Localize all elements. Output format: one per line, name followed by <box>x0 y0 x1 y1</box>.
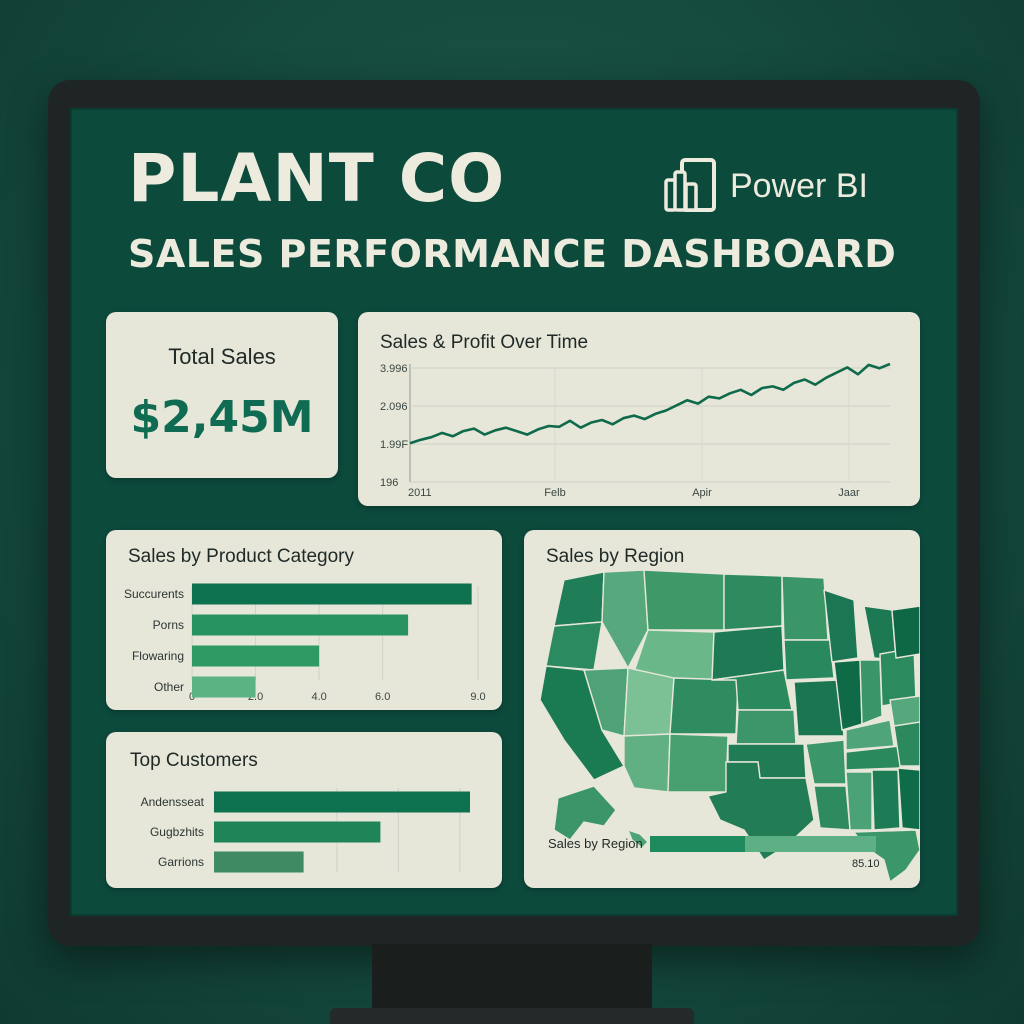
customer-label: Gugbzhits <box>150 825 204 839</box>
power-bi-icon <box>664 158 716 212</box>
line-x-tick: Felb <box>544 487 565 499</box>
map-region-ia <box>783 639 835 681</box>
map-region-ks <box>735 709 797 745</box>
line-chart-title: Sales & Profit Over Time <box>380 332 589 353</box>
power-bi-label: Power BI <box>730 166 868 205</box>
map-region-id <box>601 569 649 669</box>
dashboard-subtitle: SALES PERFORMANCE DASHBOARD <box>128 232 897 276</box>
category-bar <box>192 614 409 636</box>
map-region-ms <box>845 771 873 831</box>
map-region-wi <box>823 589 859 663</box>
category-x-tick: 6.0 <box>375 691 390 703</box>
map-region-la <box>813 785 851 831</box>
map-region-ar <box>805 739 847 785</box>
line-x-tick: Jaar <box>838 487 860 499</box>
dashboard-title: PLANT CO <box>128 140 506 217</box>
line-y-tick: 196 <box>380 477 398 489</box>
customer-label: Andensseat <box>141 795 205 809</box>
map-region-or <box>545 621 603 671</box>
map-region-ak <box>553 785 617 841</box>
region-title: Sales by Region <box>546 546 685 567</box>
kpi-card[interactable]: Total Sales $2,45M <box>106 312 338 478</box>
map-region-mn <box>781 575 829 641</box>
line-x-tick: Apir <box>692 487 712 499</box>
category-x-tick: 9.0 <box>470 691 485 703</box>
map-region-nd <box>723 573 783 631</box>
category-label: Porns <box>153 618 184 632</box>
customer-bar <box>214 791 470 813</box>
customers-bar-chart: Andensseat Gugbzhits Garrions <box>141 788 470 873</box>
line-chart: 3.996 2.096 1.99F 196 2011 Felb Apir Jaar <box>380 362 891 499</box>
category-label: Other <box>154 680 184 694</box>
line-y-tick: 1.99F <box>380 439 408 451</box>
region-bar-value: 85.10 <box>852 858 880 870</box>
region-bar-fill <box>650 836 745 852</box>
line-x-tick: 2011 <box>408 487 432 499</box>
customer-label: Garrions <box>158 855 204 869</box>
category-bar-chart: 02.04.06.09.0SuccurentsPornsFlowaringOth… <box>124 583 486 703</box>
dashboard-screen: PLANT CO SALES PERFORMANCE DASHBOARD Pow… <box>70 108 958 916</box>
customers-chart-title: Top Customers <box>130 750 258 771</box>
map-region-co <box>669 677 739 735</box>
region-bar-track <box>650 836 876 852</box>
category-chart-title: Sales by Product Category <box>128 546 355 567</box>
map-region-ga <box>897 767 920 831</box>
map-region-hi <box>627 829 649 849</box>
map-region-mo <box>793 679 845 737</box>
category-label: Succurents <box>124 587 184 601</box>
us-map <box>539 569 920 883</box>
category-card[interactable]: Sales by Product Category 02.04.06.09.0S… <box>106 530 502 710</box>
map-region-in <box>859 659 883 725</box>
customers-card[interactable]: Top Customers Andensseat Gugbzhits Garrion… <box>106 732 502 888</box>
category-bar <box>192 676 256 698</box>
category-label: Flowaring <box>132 649 184 663</box>
kpi-value: $2,45M <box>130 392 314 443</box>
map-region-wa <box>553 571 605 627</box>
map-region-al <box>871 769 901 831</box>
power-bi-brand: Power BI <box>662 158 868 214</box>
customer-bar <box>214 821 381 843</box>
region-bar-label: Sales by Region <box>548 836 643 851</box>
map-region-ny <box>891 605 920 659</box>
category-x-tick: 4.0 <box>311 691 326 703</box>
map-region-tx <box>707 761 815 861</box>
line-y-tick: 2.096 <box>380 401 408 413</box>
map-region-nm <box>667 733 729 793</box>
line-series <box>409 362 891 445</box>
map-region-ut <box>623 667 675 737</box>
map-region-mt <box>643 569 725 631</box>
sales-profit-card[interactable]: Sales & Profit Over Time 3.996 2.096 1.99F… <box>358 312 920 506</box>
map-region-va <box>889 695 920 727</box>
line-y-tick: 3.996 <box>380 363 408 375</box>
category-bar <box>192 645 320 667</box>
region-card[interactable]: Sales by Region <box>524 530 920 888</box>
map-region-az <box>623 733 671 793</box>
customer-bar <box>214 851 304 873</box>
monitor-stand-base <box>330 1008 694 1024</box>
category-bar <box>192 583 472 605</box>
kpi-label: Total Sales <box>168 344 276 369</box>
